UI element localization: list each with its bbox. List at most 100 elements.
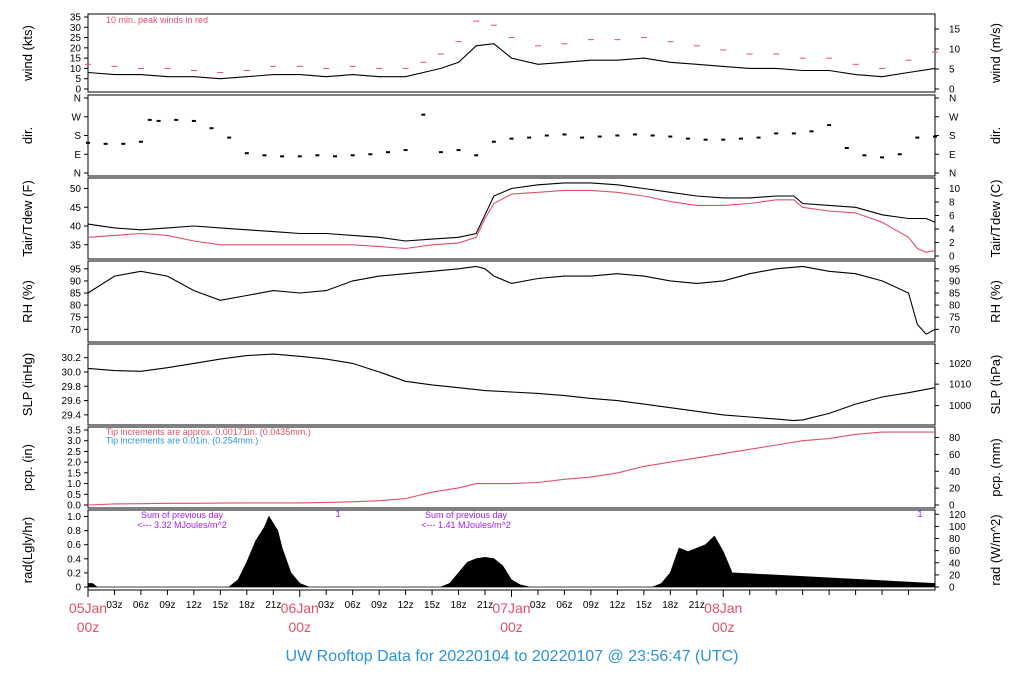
panel-slp: 29.4 29.6 29.8 30.0 30.2 1000 1010 1020 SLP (inH… [20,343,1003,426]
left-tick-label: 75 [70,313,82,324]
ylabel-left: dir. [20,127,35,144]
radiation-sum-value: <--- 1.41 MJoules/m^2 [421,520,511,530]
left-tick-label: 1.0 [67,512,81,523]
direction-point [791,132,796,135]
direction-point [421,113,426,116]
left-tick-label: 40 [70,222,82,233]
chart-footer-title: UW Rooftop Data for 20220104 to 20220107… [285,648,739,665]
right-tick-label: 20 [949,484,961,495]
right-tick-label: 20 [949,570,961,581]
date-label: 07Jan [492,600,530,616]
right-tick-label: 75 [949,313,961,324]
hour-tick-label: 09z [583,600,599,611]
ylabel-left: wind (kts) [20,25,35,82]
right-tick-label: 4 [949,225,955,236]
left-tick-label: 80 [70,301,82,312]
direction-point [474,154,479,157]
series-radiation [87,515,936,588]
ylabel-right: SLP (hPa) [988,355,1003,415]
direction-point [580,136,585,139]
right-tick-label: 5 [949,65,955,76]
peak-mark: 1 [917,509,922,519]
direction-point [685,137,690,140]
left-tick-label: 85 [70,289,82,300]
right-tick-label: W [949,112,959,123]
radiation-sum-note: Sum of previous day [425,510,508,520]
date-time-label: 00z [77,619,100,635]
direction-point [456,149,461,152]
right-tick-label: 8 [949,198,955,209]
right-tick-label: 70 [949,325,961,336]
left-tick-label: 2.0 [67,458,81,469]
ylabel-left: pcp. (in) [20,444,35,491]
left-tick-label: 0.4 [67,554,81,565]
left-tick-label: S [74,131,81,142]
hour-tick-label: 12z [186,600,202,611]
left-tick-label: E [74,150,81,161]
tip-note: Tip increments are 0.01in. (0.254mm.) [106,436,258,446]
panel-frame [87,426,936,509]
direction-point [297,155,302,158]
right-tick-label: 80 [949,534,961,545]
date-time-label: 00z [500,619,523,635]
right-tick-label: 2 [949,238,955,249]
right-tick-label: 95 [949,264,961,275]
date-label: 08Jan [704,600,742,616]
series-Tair [87,182,936,242]
right-tick-label: 90 [949,276,961,287]
hour-tick-label: 21z [265,600,281,611]
direction-point [209,127,214,130]
left-tick-label: 1.5 [67,468,81,479]
left-tick-label: 3.5 [67,426,81,437]
hour-tick-label: 03z [530,600,546,611]
date-label: 05Jan [69,600,107,616]
panel-temp: 35 40 45 50 0 2 4 6 8 10 Tair/Tdew (F) Tair/Tdew (C… [20,177,1003,263]
date-time-label: 00z [712,619,735,635]
right-tick-label: 6 [949,211,955,222]
hour-tick-label: 06z [345,600,361,611]
direction-point [562,133,567,136]
direction-point [650,134,655,137]
left-tick-label: 29.8 [62,382,82,393]
direction-point [544,134,549,137]
direction-point [350,154,355,157]
right-tick-label: 80 [949,301,961,312]
direction-point [844,147,849,149]
left-tick-label: 0.2 [67,568,81,579]
hour-tick-label: 15z [212,600,228,611]
left-tick-label: 29.6 [62,396,82,407]
left-tick-label: 0.6 [67,540,81,551]
right-tick-label: 10 [949,45,961,56]
radiation-sum-note: Sum of previous day [141,510,224,520]
left-tick-label: 0.0 [67,501,81,512]
direction-point [174,118,179,121]
panel-frame [87,260,936,343]
left-tick-label: 1.0 [67,479,81,490]
direction-point [809,130,814,133]
direction-point [721,138,726,141]
direction-point [244,152,249,155]
direction-point [880,156,885,159]
left-tick-label: 2.5 [67,447,81,458]
direction-point [227,136,232,139]
right-tick-label: 60 [949,546,961,557]
left-tick-label: 90 [70,276,82,287]
direction-point [147,118,152,121]
right-tick-label: N [949,94,956,105]
direction-point [933,135,937,138]
direction-point [121,142,126,145]
right-tick-label: 0 [949,501,955,512]
panel-frame [87,94,936,177]
left-tick-label: 0.5 [67,490,81,501]
right-tick-label: 1020 [949,359,972,370]
direction-point [615,134,620,137]
hour-tick-label: 09z [371,600,387,611]
panel-pcp: 0.00.51.01.52.02.53.03.5 0 20 40 60 80 pcp. (i… [20,426,1003,512]
left-tick-label: 5 [75,74,81,85]
left-tick-label: 45 [70,203,82,214]
direction-point [774,132,779,135]
series-SLP [87,353,936,422]
